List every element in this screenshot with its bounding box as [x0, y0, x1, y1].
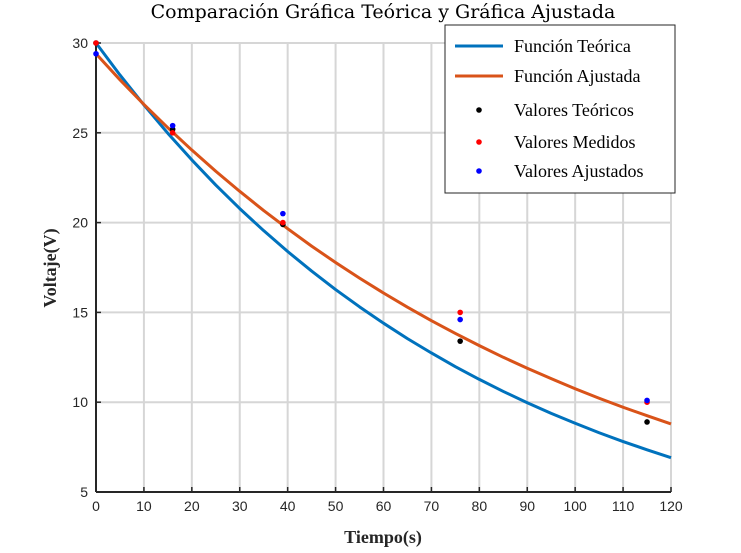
- legend-box: [444, 24, 676, 194]
- legend-swatch-marker: [476, 168, 482, 174]
- data-point-series-3: [280, 219, 286, 226]
- x-tick-label: 40: [280, 498, 296, 514]
- data-point-series-3: [457, 309, 463, 316]
- x-tick-label: 60: [376, 498, 392, 514]
- chart-title: Comparación Gráfica Teórica y Gráfica Aj…: [151, 1, 616, 23]
- legend-swatch-marker: [476, 139, 482, 145]
- axes: [95, 42, 672, 493]
- y-tick-label: 15: [72, 304, 88, 320]
- data-point-series-4: [169, 122, 176, 129]
- data-point-series-2: [644, 419, 650, 425]
- x-tick-label: 20: [184, 498, 200, 514]
- x-tick-label: 90: [519, 498, 535, 514]
- data-point-series-4: [457, 316, 463, 323]
- x-tick-label: 0: [92, 498, 100, 514]
- x-tick-label: 100: [563, 498, 587, 514]
- data-point-series-2: [457, 338, 463, 344]
- data-point-series-4: [93, 50, 99, 57]
- legend-entry: Valores Medidos: [514, 132, 635, 152]
- x-tick-label: 120: [659, 498, 683, 514]
- legend-entry: Valores Teóricos: [514, 100, 634, 120]
- data-point-series-4: [644, 397, 650, 404]
- x-axis-label: Tiempo(s): [344, 527, 422, 548]
- x-tick-label: 80: [472, 498, 488, 514]
- x-tick-label: 10: [136, 498, 152, 514]
- x-tick-label: 50: [328, 498, 344, 514]
- x-tick-label: 70: [424, 498, 440, 514]
- legend: Función Teórica Función Ajustada Valores T…: [444, 24, 676, 194]
- y-tick-label: 30: [72, 35, 88, 51]
- y-axis-label: Voltaje(V): [40, 228, 61, 307]
- legend-entry: Función Teórica: [514, 36, 631, 56]
- legend-swatch-marker: [476, 107, 482, 113]
- plot-area: [93, 40, 672, 460]
- data-point-series-3: [169, 130, 176, 136]
- legend-entry: Función Ajustada: [514, 66, 641, 86]
- series-line-0: [94, 42, 672, 460]
- series-line-1: [94, 52, 672, 426]
- y-tick-label: 10: [72, 394, 88, 410]
- y-tick-label: 20: [72, 215, 88, 231]
- legend-entry: Valores Ajustados: [514, 161, 644, 181]
- data-point-series-4: [280, 210, 286, 217]
- y-tick-label: 25: [72, 125, 88, 141]
- x-tick-label: 30: [232, 498, 248, 514]
- tick-labels: 0 10 20 30 40 50 60 70 80 90 100 110 120 5 10 15 20 25 30: [72, 35, 682, 514]
- y-tick-label: 5: [80, 484, 88, 500]
- data-point-series-3: [93, 40, 99, 46]
- x-tick-label: 110: [612, 498, 635, 514]
